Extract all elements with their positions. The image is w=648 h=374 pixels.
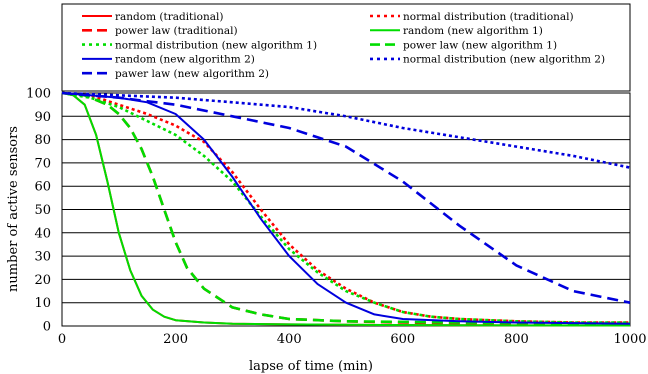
y-tick-label: 100 — [26, 87, 51, 102]
y-tick-label: 10 — [34, 296, 51, 311]
series-line — [61, 91, 630, 324]
x-tick-label: 1000 — [613, 332, 646, 347]
y-tick-label: 40 — [34, 226, 51, 241]
x-axis-tick-labels: 0 200 400 600 800 1000 — [58, 332, 647, 347]
legend-label: power law (traditional) — [115, 25, 238, 37]
x-tick-label: 600 — [390, 332, 415, 347]
series-line — [61, 92, 631, 327]
legend-label: pawer law (new algorithm 2) — [115, 68, 269, 80]
x-tick-label: 800 — [504, 332, 529, 347]
x-axis-title: lapse of time (min) — [249, 359, 373, 374]
y-tick-label: 50 — [34, 203, 51, 218]
y-tick-label: 20 — [34, 273, 51, 288]
legend-box — [61, 3, 631, 92]
legend-label: random (traditional) — [115, 11, 223, 23]
legend-label: normal distribution (new algorithm 1) — [115, 39, 317, 51]
plot-frame — [61, 92, 631, 327]
series-layer — [61, 91, 631, 327]
legend-label: normal distribution (traditional) — [403, 11, 574, 23]
y-tick-label: 0 — [43, 320, 51, 335]
legend: random (traditional) normal distribution … — [82, 11, 605, 80]
series-line — [61, 91, 631, 325]
series-line — [61, 91, 631, 304]
legend-label: random (new algorithm 2) — [115, 54, 255, 66]
y-tick-label: 70 — [34, 156, 51, 171]
gridlines — [62, 115, 630, 304]
y-tick-label: 30 — [34, 250, 51, 265]
x-tick-label: 0 — [58, 332, 66, 347]
y-tick-label: 90 — [34, 110, 51, 125]
x-tick-label: 400 — [277, 332, 302, 347]
y-tick-label: 60 — [34, 180, 51, 195]
legend-label: normal distribution (new algorithm 2) — [403, 54, 605, 66]
legend-label: power law (new algorithm 1) — [403, 39, 557, 51]
legend-label: random (new algorithm 1) — [403, 25, 543, 37]
y-axis-tick-labels: 0 10 20 30 40 50 60 70 80 90 100 — [26, 87, 51, 335]
y-axis-title: number of active sensors — [6, 126, 21, 292]
x-tick-label: 200 — [163, 332, 188, 347]
y-tick-label: 80 — [34, 133, 51, 148]
